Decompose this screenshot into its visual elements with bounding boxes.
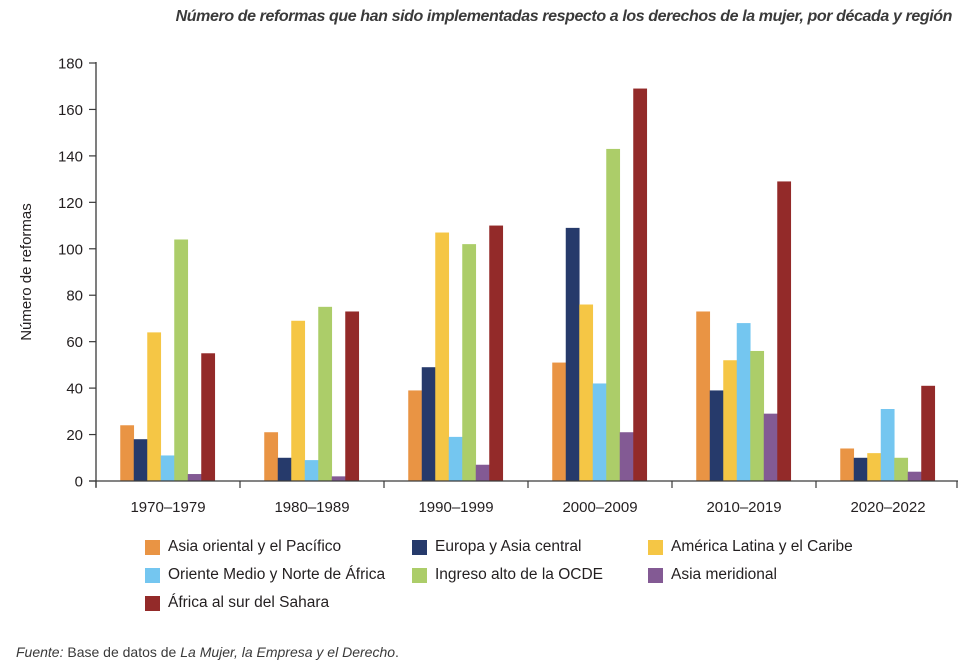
bar: [552, 362, 567, 481]
bar: [421, 367, 436, 481]
bar: [921, 385, 936, 481]
y-tick-label: 60: [66, 334, 83, 351]
bar: [750, 350, 765, 481]
bar: [606, 148, 621, 481]
bar: [853, 457, 868, 481]
legend-item: América Latina y el Caribe: [648, 538, 853, 556]
bar: [435, 232, 450, 481]
x-tick-label: 1990–1999: [418, 499, 493, 516]
y-tick-label: 0: [75, 474, 83, 491]
legend-label: Europa y Asia central: [435, 538, 582, 555]
legend-swatch: [145, 567, 160, 583]
bar: [304, 460, 319, 481]
bar: [709, 390, 724, 481]
source-note: Fuente: Base de datos de La Mujer, la Em…: [16, 644, 399, 660]
legend-swatch: [145, 595, 160, 611]
legend-item: Asia oriental y el Pacífico: [145, 538, 341, 556]
legend-item: Asia meridional: [648, 566, 777, 584]
legend-label: Asia meridional: [671, 566, 777, 583]
legend-item: Oriente Medio y Norte de África: [145, 566, 385, 584]
legend-item: Europa y Asia central: [412, 538, 581, 556]
bar: [592, 383, 607, 481]
bar: [867, 453, 882, 481]
bar: [318, 306, 333, 481]
legend-swatch: [648, 567, 663, 583]
y-tick-label: 100: [58, 241, 83, 258]
y-tick-label: 20: [66, 427, 83, 444]
legend-swatch: [412, 567, 427, 583]
legend-swatch: [648, 539, 663, 555]
bar: [408, 390, 423, 481]
source-end: .: [395, 644, 399, 660]
bar: [133, 439, 148, 481]
bar: [565, 227, 580, 481]
y-axis-label: Número de reformas: [18, 203, 35, 341]
bar: [462, 244, 477, 481]
legend-label: África al sur del Sahara: [168, 594, 330, 611]
y-tick-label: 120: [58, 195, 83, 212]
x-tick-label: 2020–2022: [850, 499, 925, 516]
bar: [160, 455, 175, 481]
legend-label: Oriente Medio y Norte de África: [168, 566, 386, 583]
bar: [201, 353, 216, 481]
bars-layer: [120, 88, 936, 482]
legend-label: Ingreso alto de la OCDE: [435, 566, 604, 583]
x-tick-label: 1980–1989: [274, 499, 349, 516]
y-tick-label: 180: [58, 56, 83, 73]
bar: [763, 413, 778, 481]
bar: [840, 448, 855, 481]
bar: [777, 181, 792, 481]
y-tick-label: 160: [58, 102, 83, 119]
bar: [331, 476, 346, 481]
bar: [120, 425, 135, 481]
x-tick-label: 1970–1979: [130, 499, 205, 516]
x-tick-label: 2000–2009: [562, 499, 637, 516]
bar: [579, 304, 594, 481]
bar: [277, 457, 292, 481]
bar: [723, 360, 738, 481]
bar: [147, 332, 162, 481]
x-tick-label: 2010–2019: [706, 499, 781, 516]
axes-layer: 0 20 40 60 80 100 120 140 160 180 1970–1979 1980–19…: [58, 56, 958, 516]
source-title: La Mujer, la Empresa y el Derecho: [180, 644, 396, 660]
bar: [264, 432, 279, 481]
source-text: Base de datos de: [63, 644, 181, 660]
legend-label: Asia oriental y el Pacífico: [168, 538, 342, 555]
source-label: Fuente:: [16, 644, 64, 660]
bar: [696, 311, 711, 481]
bar: [187, 474, 202, 481]
y-tick-label: 80: [66, 288, 83, 305]
bar: [619, 432, 634, 481]
legend-swatch: [412, 539, 427, 555]
bar: [475, 464, 490, 481]
bar: [174, 239, 189, 481]
legend-label: América Latina y el Caribe: [671, 538, 853, 555]
bar: [291, 320, 306, 481]
bar: [489, 225, 504, 481]
legend-swatch: [145, 539, 160, 555]
legend-item: Ingreso alto de la OCDE: [412, 566, 603, 584]
bar-chart: 0 20 40 60 80 100 120 140 160 180 1970–1979 1980–19…: [18, 56, 958, 516]
legend-item: África al sur del Sahara: [145, 594, 329, 612]
y-tick-label: 140: [58, 148, 83, 165]
bar: [448, 436, 463, 481]
bar: [736, 323, 751, 481]
bar: [907, 471, 922, 481]
bar: [633, 88, 648, 482]
bar: [880, 409, 895, 481]
bar: [894, 457, 909, 481]
chart-title: Número de reformas que han sido implemen…: [175, 8, 953, 25]
y-tick-label: 40: [66, 381, 83, 398]
bar: [345, 311, 360, 481]
